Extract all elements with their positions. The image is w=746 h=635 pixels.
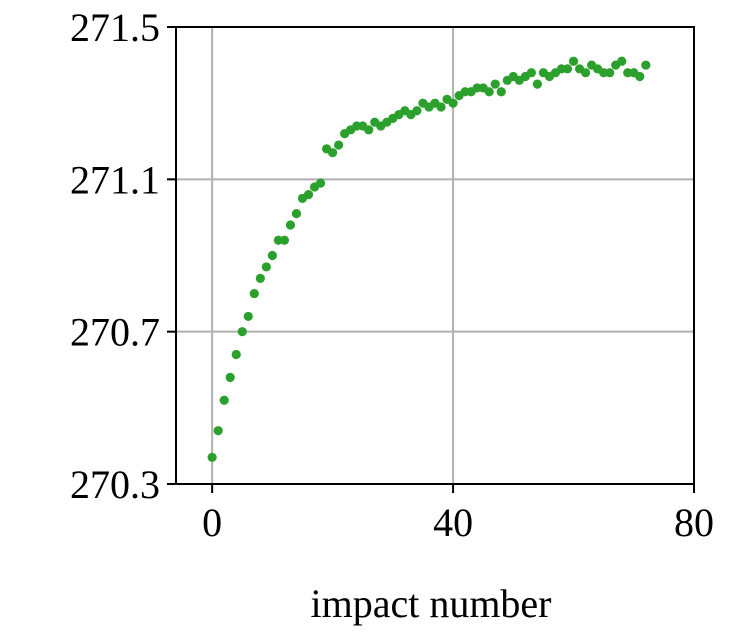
data-point — [568, 56, 579, 66]
y-tick-label-1: 270.7 — [70, 310, 160, 355]
x-tick-label-1: 40 — [433, 500, 473, 545]
plot-frame — [175, 26, 695, 485]
data-point — [261, 262, 271, 272]
x-axis-label: impact number — [310, 581, 551, 626]
data-point — [448, 98, 458, 108]
data-point — [279, 235, 290, 245]
data-point — [255, 273, 265, 283]
x-tick-label-2: 80 — [674, 500, 714, 545]
data-point — [562, 64, 573, 74]
data-point — [231, 349, 241, 360]
data-point — [315, 178, 326, 188]
data-point — [267, 250, 277, 261]
data-point — [243, 311, 253, 322]
data-point — [484, 87, 494, 97]
data-point — [219, 395, 229, 405]
data-point — [285, 220, 296, 230]
axis-ticks: 0 40 80 270.3 270.7 271.1 271.5 — [70, 5, 714, 545]
data-point — [249, 288, 259, 299]
y-tick-label-0: 270.3 — [70, 462, 160, 507]
x-tick-label-0: 0 — [202, 500, 222, 545]
data-point — [213, 426, 223, 436]
data-point — [237, 327, 247, 337]
data-point — [496, 87, 506, 97]
data-point — [207, 452, 217, 462]
data-point — [526, 68, 536, 78]
y-tick-label-2: 271.1 — [70, 157, 160, 202]
data-point — [412, 106, 422, 116]
data-point — [328, 148, 338, 158]
data-point — [303, 189, 314, 200]
data-point — [225, 372, 235, 382]
grid — [176, 26, 695, 485]
data-point — [605, 68, 615, 78]
data-point — [641, 60, 651, 70]
data-point — [291, 209, 302, 219]
data-point — [490, 79, 500, 89]
data-point — [635, 71, 645, 82]
y-tick-label-3: 271.5 — [70, 5, 160, 50]
data-point — [617, 56, 627, 66]
data-point — [334, 140, 344, 150]
data-point — [580, 68, 591, 78]
data-point — [364, 125, 374, 135]
data-point — [436, 102, 446, 112]
data-point — [532, 79, 542, 89]
data-points — [207, 56, 651, 462]
